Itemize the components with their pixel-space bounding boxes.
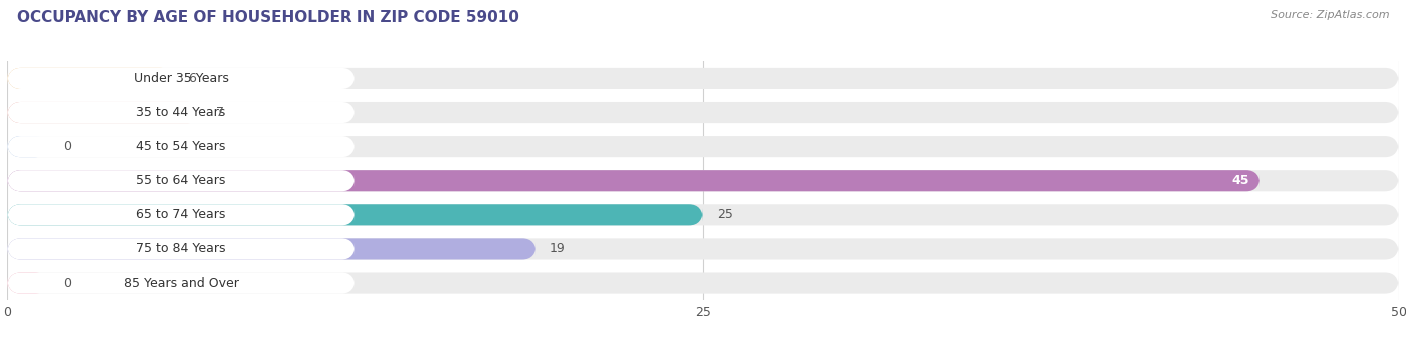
Text: Source: ZipAtlas.com: Source: ZipAtlas.com [1271,10,1389,20]
FancyBboxPatch shape [7,170,354,191]
Text: 45 to 54 Years: 45 to 54 Years [136,140,226,153]
Text: 35 to 44 Years: 35 to 44 Years [136,106,225,119]
FancyBboxPatch shape [7,272,354,294]
Text: 6: 6 [188,72,195,85]
FancyBboxPatch shape [7,170,1399,191]
Text: 19: 19 [550,242,565,255]
Text: 55 to 64 Years: 55 to 64 Years [136,174,226,187]
FancyBboxPatch shape [7,136,49,157]
FancyBboxPatch shape [7,204,354,225]
FancyBboxPatch shape [7,272,49,294]
FancyBboxPatch shape [7,136,1399,157]
Text: 7: 7 [217,106,224,119]
FancyBboxPatch shape [7,102,1399,123]
FancyBboxPatch shape [7,68,354,89]
FancyBboxPatch shape [7,136,354,157]
Text: OCCUPANCY BY AGE OF HOUSEHOLDER IN ZIP CODE 59010: OCCUPANCY BY AGE OF HOUSEHOLDER IN ZIP C… [17,10,519,25]
FancyBboxPatch shape [7,102,354,123]
FancyBboxPatch shape [7,68,1399,89]
Text: 45: 45 [1232,174,1249,187]
FancyBboxPatch shape [7,170,1260,191]
Text: 85 Years and Over: 85 Years and Over [124,277,239,290]
FancyBboxPatch shape [7,102,202,123]
Text: 65 to 74 Years: 65 to 74 Years [136,208,226,221]
FancyBboxPatch shape [7,238,536,260]
FancyBboxPatch shape [7,238,354,260]
Text: 0: 0 [63,140,70,153]
FancyBboxPatch shape [7,68,174,89]
Text: 75 to 84 Years: 75 to 84 Years [136,242,226,255]
Text: Under 35 Years: Under 35 Years [134,72,228,85]
FancyBboxPatch shape [7,204,703,225]
FancyBboxPatch shape [7,238,1399,260]
FancyBboxPatch shape [7,204,1399,225]
FancyBboxPatch shape [7,272,1399,294]
Text: 25: 25 [717,208,733,221]
Text: 0: 0 [63,277,70,290]
